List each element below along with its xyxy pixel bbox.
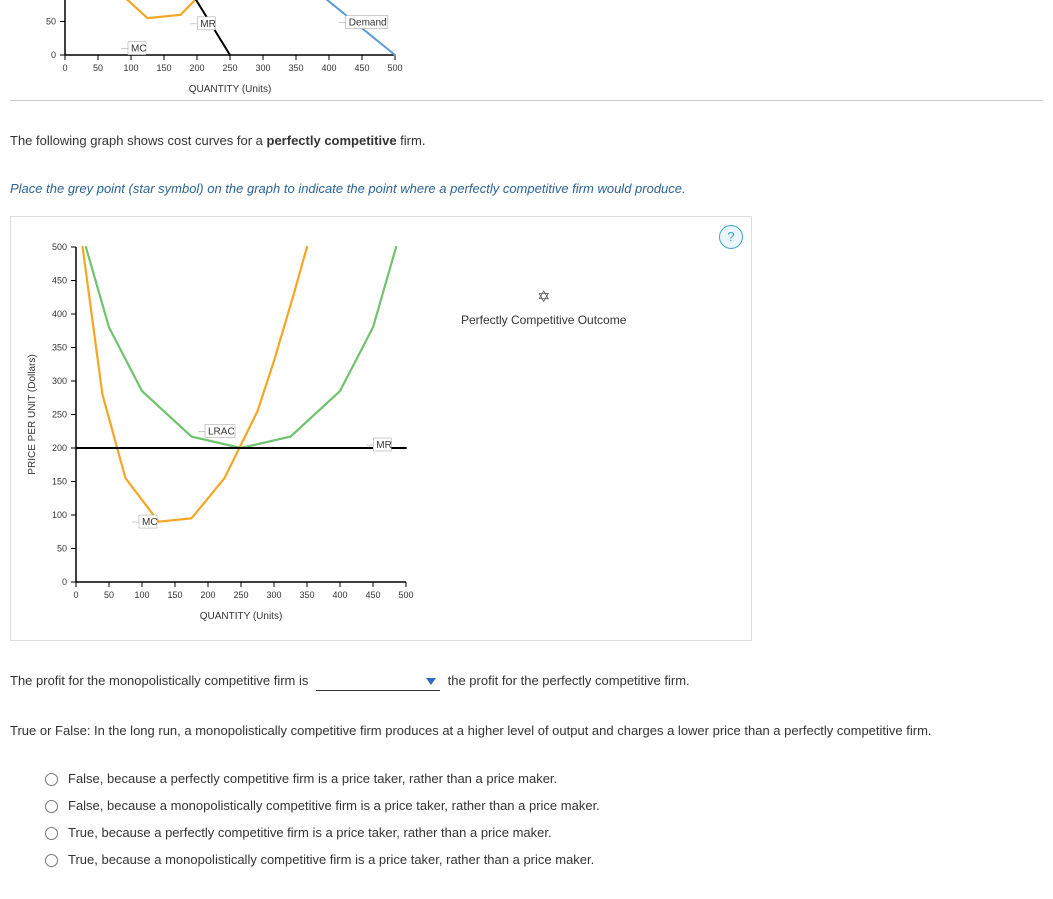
option-b-label: False, because a monopolistically compet…: [68, 798, 600, 813]
svg-text:150: 150: [156, 63, 171, 73]
svg-text:400: 400: [332, 590, 347, 600]
svg-text:200: 200: [52, 443, 67, 453]
main-chart-svg[interactable]: 0 50 100 150 200 250 300 350 400 450 500 0 50 100 150 2…: [21, 227, 421, 627]
star-icon[interactable]: ✡: [461, 287, 626, 307]
fill-blank-sentence: The profit for the monopolistically comp…: [10, 671, 1043, 692]
intro-part2: firm.: [397, 133, 426, 148]
svg-text:500: 500: [387, 63, 402, 73]
svg-text:250: 250: [52, 409, 67, 419]
svg-text:350: 350: [52, 342, 67, 352]
svg-text:500: 500: [52, 242, 67, 252]
svg-text:0: 0: [73, 590, 78, 600]
option-c-label: True, because a perfectly competitive fi…: [68, 825, 552, 840]
legend: ✡ Perfectly Competitive Outcome: [421, 227, 626, 327]
svg-text:100: 100: [134, 590, 149, 600]
svg-text:100: 100: [123, 63, 138, 73]
svg-text:0: 0: [62, 577, 67, 587]
svg-text:250: 250: [233, 590, 248, 600]
svg-text:200: 200: [189, 63, 204, 73]
legend-label: Perfectly Competitive Outcome: [461, 313, 626, 327]
sentence-before: The profit for the monopolistically comp…: [10, 673, 312, 688]
svg-text:250: 250: [222, 63, 237, 73]
svg-text:QUANTITY (Units): QUANTITY (Units): [200, 611, 283, 622]
option-d[interactable]: True, because a monopolistically competi…: [40, 852, 1043, 867]
svg-text:200: 200: [200, 590, 215, 600]
svg-text:PRICE PER UNIT (Dollars): PRICE PER UNIT (Dollars): [27, 354, 38, 474]
svg-text:50: 50: [57, 543, 67, 553]
svg-text:350: 350: [299, 590, 314, 600]
svg-text:150: 150: [52, 476, 67, 486]
svg-text:300: 300: [52, 376, 67, 386]
svg-text:150: 150: [167, 590, 182, 600]
chart-panel: ? 0 50 100 150 200 250 300 350 400 450 500 0 50 100 15…: [10, 216, 752, 641]
svg-text:MR: MR: [376, 440, 392, 451]
svg-text:450: 450: [365, 590, 380, 600]
svg-text:0: 0: [51, 50, 56, 60]
chevron-down-icon: [426, 678, 436, 685]
svg-text:450: 450: [354, 63, 369, 73]
svg-text:50: 50: [46, 17, 56, 27]
svg-text:LRAC: LRAC: [208, 426, 235, 437]
svg-text:MR: MR: [200, 19, 216, 30]
option-b[interactable]: False, because a monopolistically compet…: [40, 798, 1043, 813]
help-button[interactable]: ?: [719, 225, 743, 249]
radio-a[interactable]: [45, 773, 58, 786]
svg-text:500: 500: [398, 590, 413, 600]
svg-text:400: 400: [321, 63, 336, 73]
svg-text:450: 450: [52, 275, 67, 285]
instruction-text: Place the grey point (star symbol) on th…: [10, 181, 1043, 196]
option-a-label: False, because a perfectly competitive f…: [68, 771, 557, 786]
svg-text:100: 100: [52, 510, 67, 520]
option-a[interactable]: False, because a perfectly competitive f…: [40, 771, 1043, 786]
svg-text:400: 400: [52, 309, 67, 319]
intro-bold: perfectly competitive: [267, 133, 397, 148]
sentence-after: the profit for the perfectly competitive…: [448, 673, 690, 688]
fill-blank-dropdown[interactable]: [316, 671, 440, 692]
intro-text: The following graph shows cost curves fo…: [10, 131, 1043, 151]
option-d-label: True, because a monopolistically competi…: [68, 852, 594, 867]
radio-b[interactable]: [45, 800, 58, 813]
svg-text:50: 50: [104, 590, 114, 600]
svg-text:350: 350: [288, 63, 303, 73]
svg-text:0: 0: [62, 63, 67, 73]
tf-prompt: True or False: In the long run, a monopo…: [10, 721, 1043, 741]
option-c[interactable]: True, because a perfectly competitive fi…: [40, 825, 1043, 840]
svg-text:300: 300: [266, 590, 281, 600]
partial-previous-chart: 0501001502002503003504004505000501001502…: [10, 0, 1043, 101]
svg-text:MC: MC: [131, 44, 147, 55]
svg-text:Demand: Demand: [349, 18, 387, 29]
svg-text:MC: MC: [142, 517, 158, 528]
help-icon: ?: [727, 229, 734, 244]
svg-text:300: 300: [255, 63, 270, 73]
intro-part1: The following graph shows cost curves fo…: [10, 133, 267, 148]
top-chart-svg: 0501001502002503003504004505000501001502…: [10, 0, 410, 100]
svg-text:QUANTITY (Units): QUANTITY (Units): [189, 84, 272, 95]
radio-c[interactable]: [45, 827, 58, 840]
svg-text:50: 50: [93, 63, 103, 73]
